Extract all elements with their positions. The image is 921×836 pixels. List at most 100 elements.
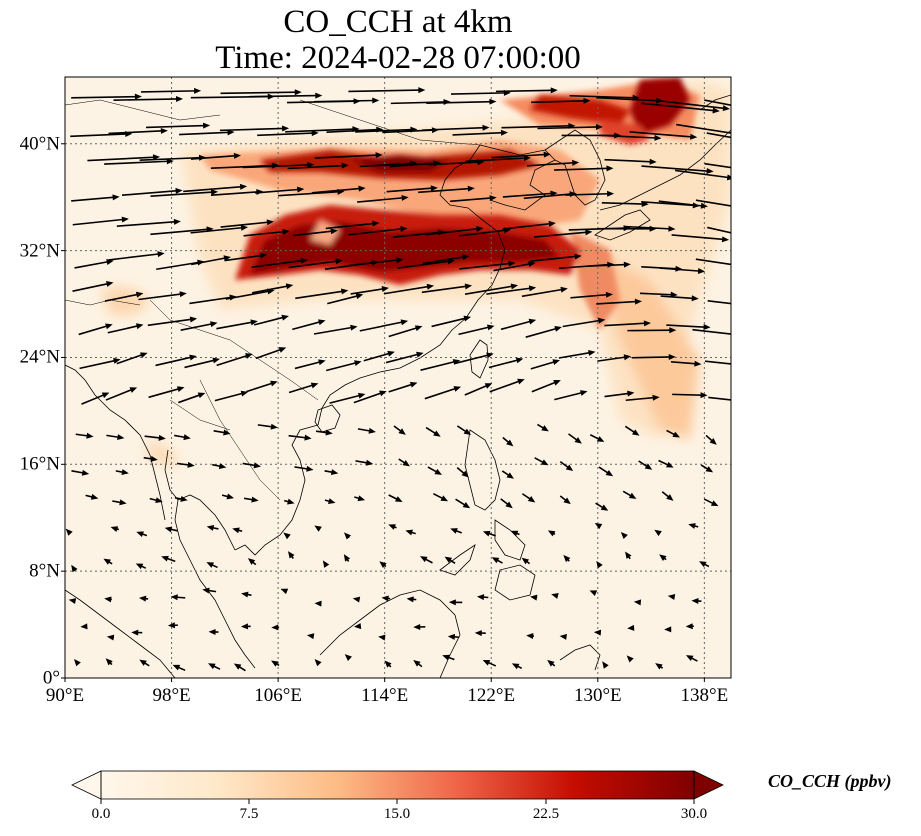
wind-arrow: [444, 556, 456, 565]
wind-arrow: [626, 655, 634, 663]
wind-vectors: [65, 87, 731, 672]
wind-arrow: [73, 659, 81, 667]
wind-arrow: [534, 457, 549, 466]
wind-arrow: [213, 429, 231, 436]
wind-arrow: [521, 286, 568, 298]
wind-arrow: [131, 629, 143, 636]
wind-arrow: [116, 218, 181, 227]
wind-arrow: [65, 528, 73, 536]
wind-arrow: [80, 623, 88, 630]
lat-tick-label: 32°N: [19, 240, 60, 262]
wind-arrow: [604, 390, 635, 398]
wind-arrow: [294, 359, 326, 370]
wind-arrow: [350, 286, 389, 295]
colorbar-tick-label: 22.5: [532, 806, 560, 822]
wind-arrow: [388, 524, 397, 530]
wind-arrow: [255, 186, 305, 194]
wind-arrow: [500, 318, 537, 331]
wind-arrow: [502, 220, 556, 230]
wind-arrow: [115, 469, 129, 475]
wind-arrow: [706, 132, 731, 139]
wind-arrow: [482, 659, 497, 667]
wind-arrow: [589, 590, 598, 596]
wind-arrow: [604, 320, 651, 327]
wind-arrow: [511, 663, 523, 670]
wind-arrow: [666, 324, 711, 331]
wind-arrow: [638, 460, 653, 470]
wind-arrow: [144, 434, 166, 441]
lon-tick-label: 138°E: [680, 685, 729, 706]
wind-arrow: [292, 319, 326, 331]
wind-arrow: [448, 599, 463, 606]
wind-arrow: [671, 234, 730, 243]
wind-arrow: [406, 596, 417, 603]
wind-arrow: [421, 283, 473, 294]
wind-arrow: [242, 462, 261, 469]
lon-tick-label: 122°E: [467, 685, 516, 706]
wind-arrow: [695, 258, 731, 266]
wind-arrow: [306, 633, 315, 640]
wind-arrow: [136, 531, 148, 538]
wind-arrow: [659, 554, 667, 561]
wind-arrow: [71, 93, 142, 100]
wind-arrow: [240, 623, 251, 630]
wind-arrow: [246, 380, 278, 393]
wind-arrow: [348, 257, 404, 267]
wind-arrow: [249, 92, 323, 99]
wind-arrow: [143, 455, 158, 462]
wind-arrow: [667, 594, 676, 600]
wind-arrow: [641, 165, 714, 175]
wind-arrow: [627, 624, 635, 631]
wind-arrow: [104, 158, 174, 165]
colorbar-tick-label: 7.5: [239, 806, 259, 822]
lat-tick-label: 40°N: [19, 133, 60, 155]
wind-arrow: [510, 530, 520, 537]
wind-arrow: [464, 283, 519, 295]
wind-arrow: [208, 628, 219, 635]
wind-arrow: [488, 357, 524, 369]
wind-arrow: [343, 532, 352, 540]
wind-arrow: [379, 561, 387, 568]
wind-arrow: [108, 251, 165, 261]
lon-tick-label: 98°E: [152, 685, 191, 706]
wind-arrow: [252, 283, 294, 294]
wind-arrow: [352, 596, 361, 603]
wind-arrow: [495, 87, 558, 94]
wind-arrow: [458, 324, 495, 336]
wind-arrow: [247, 558, 257, 566]
wind-arrow: [427, 466, 442, 475]
wind-arrow: [348, 87, 426, 94]
wind-arrow: [324, 498, 336, 505]
wind-arrow: [660, 295, 699, 302]
wind-arrow: [547, 659, 556, 667]
wind-arrow: [177, 461, 195, 468]
wind-arrow: [251, 257, 309, 268]
wind-arrow: [233, 663, 246, 672]
wind-arrow: [138, 291, 187, 301]
wind-arrow: [288, 382, 319, 394]
wind-arrow: [110, 526, 120, 532]
wind-arrow: [450, 195, 497, 203]
wind-arrow: [325, 360, 362, 372]
wind-arrow: [670, 360, 702, 367]
concentration-field: [65, 77, 731, 678]
wind-arrow: [283, 532, 291, 540]
wind-arrow: [103, 558, 113, 565]
wind-arrow: [253, 314, 289, 326]
wind-arrow: [108, 127, 168, 135]
wind-arrow: [385, 351, 424, 364]
wind-arrow: [72, 216, 129, 226]
wind-arrow: [148, 386, 185, 399]
wind-arrow: [242, 161, 315, 169]
wind-arrow: [672, 392, 708, 399]
wind-arrow: [87, 154, 161, 162]
wind-arrow: [633, 599, 642, 606]
wind-arrow: [216, 319, 258, 330]
wind-arrow: [627, 327, 677, 334]
wind-arrow: [353, 390, 387, 404]
colorbar-tick-label: 0.0: [91, 806, 111, 822]
wind-arrow: [354, 495, 366, 502]
wind-arrow: [294, 465, 314, 472]
wind-arrow: [521, 493, 536, 503]
wind-arrow: [280, 588, 289, 595]
